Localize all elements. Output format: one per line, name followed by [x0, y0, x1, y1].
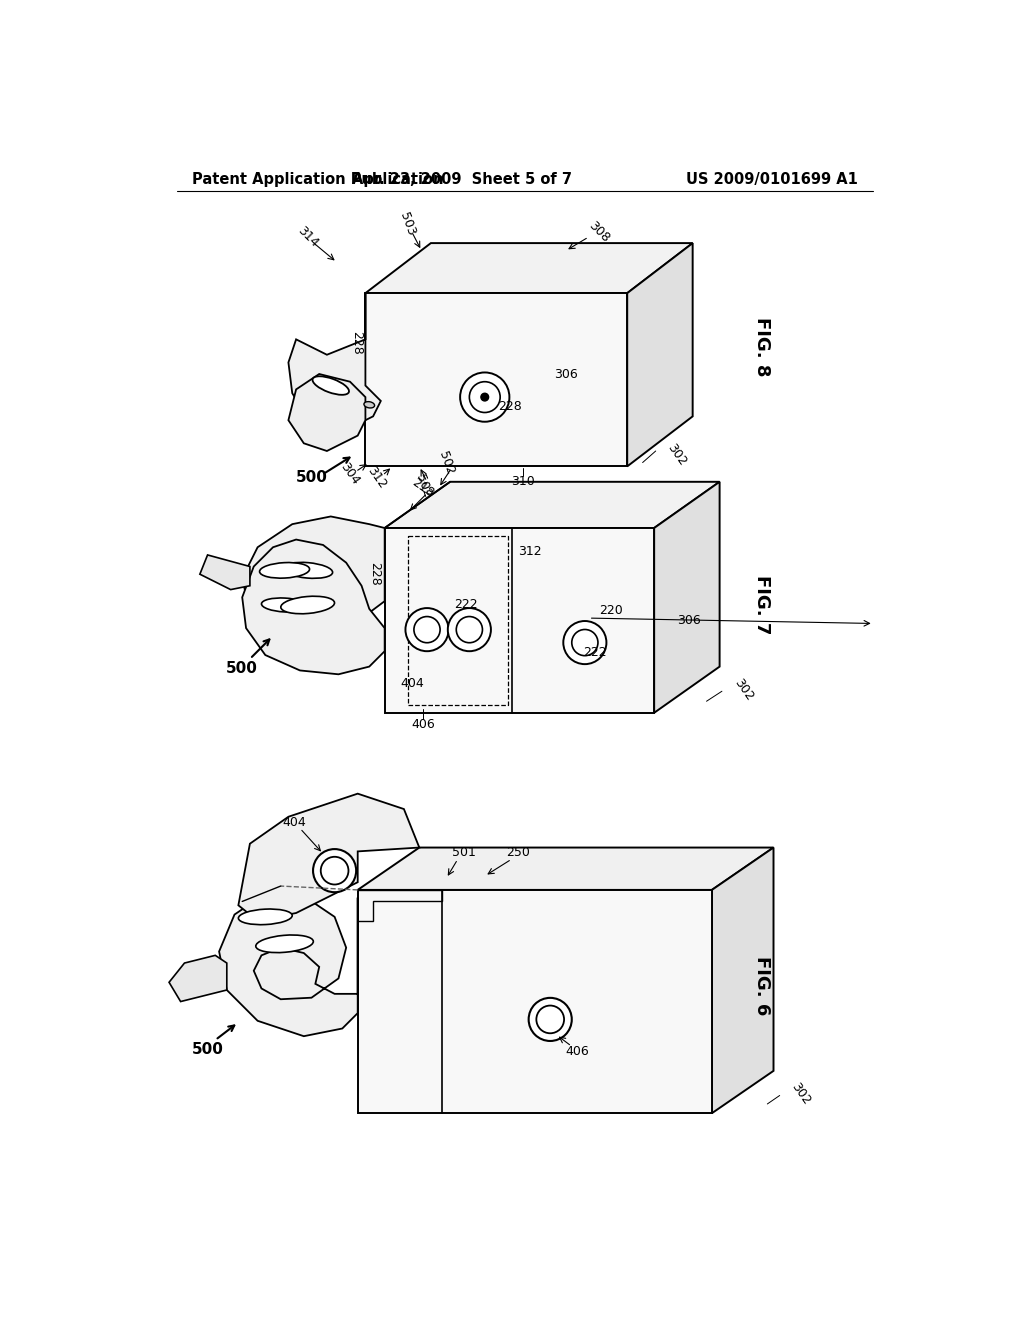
Text: 308: 308: [586, 219, 611, 244]
Polygon shape: [628, 243, 692, 466]
Circle shape: [563, 620, 606, 664]
Text: 501: 501: [452, 846, 476, 859]
Circle shape: [406, 609, 449, 651]
Text: 304: 304: [338, 461, 362, 487]
Ellipse shape: [364, 401, 375, 408]
Ellipse shape: [259, 562, 309, 578]
Polygon shape: [289, 293, 381, 432]
Polygon shape: [385, 482, 720, 528]
Circle shape: [460, 372, 509, 422]
Text: 503: 503: [397, 210, 418, 238]
Ellipse shape: [256, 935, 313, 953]
Circle shape: [571, 630, 598, 656]
Text: 302: 302: [731, 676, 756, 704]
Text: 306: 306: [554, 367, 578, 380]
Circle shape: [537, 1006, 564, 1034]
Polygon shape: [654, 482, 720, 713]
Polygon shape: [712, 847, 773, 1113]
Polygon shape: [200, 554, 250, 590]
Circle shape: [481, 393, 488, 401]
Text: 228: 228: [499, 400, 522, 413]
Text: 312: 312: [365, 465, 389, 491]
Polygon shape: [169, 956, 226, 1002]
Text: 314: 314: [295, 224, 321, 249]
Polygon shape: [289, 374, 366, 451]
Text: 228: 228: [350, 331, 364, 355]
Text: 228: 228: [368, 562, 381, 586]
Text: 302: 302: [788, 1081, 813, 1107]
Text: 306: 306: [677, 614, 701, 627]
Text: 404: 404: [400, 677, 424, 690]
Text: Apr. 23, 2009  Sheet 5 of 7: Apr. 23, 2009 Sheet 5 of 7: [351, 172, 571, 186]
Polygon shape: [366, 293, 628, 466]
Text: 404: 404: [283, 816, 306, 829]
Text: FIG. 8: FIG. 8: [753, 317, 771, 376]
Circle shape: [447, 609, 490, 651]
Text: 502: 502: [436, 449, 457, 477]
Circle shape: [321, 857, 348, 884]
Ellipse shape: [281, 597, 335, 614]
Polygon shape: [385, 528, 654, 713]
Text: 502: 502: [413, 473, 433, 499]
Text: 302: 302: [665, 441, 688, 469]
Circle shape: [457, 616, 482, 643]
Text: FIG. 6: FIG. 6: [753, 957, 771, 1016]
Polygon shape: [239, 793, 419, 921]
Ellipse shape: [283, 562, 333, 578]
Polygon shape: [357, 847, 773, 890]
Circle shape: [313, 849, 356, 892]
Polygon shape: [243, 516, 385, 651]
Text: 218: 218: [410, 475, 436, 500]
Text: 250: 250: [506, 846, 529, 859]
Polygon shape: [219, 894, 357, 1036]
Text: 222: 222: [454, 598, 477, 611]
Ellipse shape: [261, 598, 307, 612]
Polygon shape: [366, 243, 692, 293]
Circle shape: [414, 616, 440, 643]
Text: FIG. 7: FIG. 7: [753, 576, 771, 635]
Circle shape: [469, 381, 500, 413]
Text: US 2009/0101699 A1: US 2009/0101699 A1: [685, 172, 857, 186]
Text: 500: 500: [296, 470, 328, 486]
Text: 500: 500: [191, 1041, 223, 1057]
Text: 500: 500: [226, 660, 258, 676]
Text: 220: 220: [599, 603, 623, 616]
Polygon shape: [243, 540, 385, 675]
Text: Patent Application Publication: Patent Application Publication: [193, 172, 443, 186]
Ellipse shape: [239, 909, 292, 925]
Text: 312: 312: [518, 545, 542, 557]
Ellipse shape: [312, 376, 349, 395]
Text: 222: 222: [584, 647, 607, 659]
Text: 406: 406: [412, 718, 435, 731]
Circle shape: [528, 998, 571, 1041]
Polygon shape: [357, 890, 712, 1113]
Text: 310: 310: [511, 475, 536, 488]
Text: 406: 406: [565, 1045, 589, 1059]
